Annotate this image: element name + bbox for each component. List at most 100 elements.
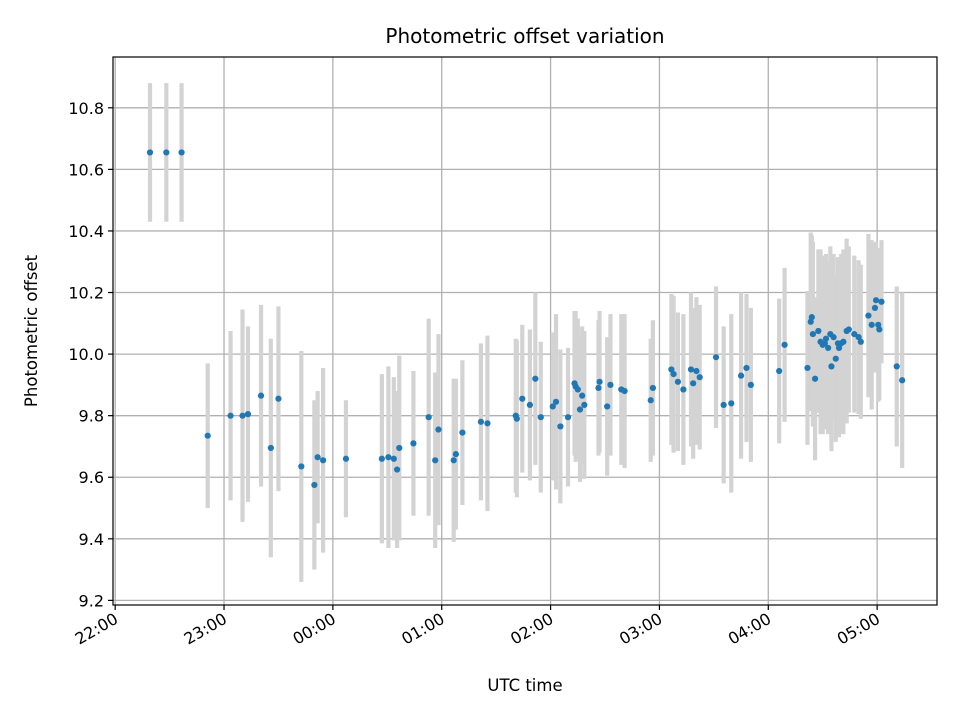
data-point [314, 454, 321, 461]
data-point [163, 149, 170, 156]
data-point [146, 149, 154, 156]
data-point [579, 392, 586, 399]
chart-title: Photometric offset variation [385, 24, 664, 48]
data-point [564, 414, 572, 421]
data-point [840, 338, 847, 345]
data-point [385, 454, 392, 461]
data-point [532, 375, 539, 382]
plot-frame [112, 56, 938, 606]
data-point [811, 375, 819, 382]
y-tick-label: 10.0 [68, 345, 104, 364]
data-point [204, 432, 211, 439]
data-point [239, 412, 246, 419]
data-point [872, 297, 880, 304]
data-point [378, 455, 385, 462]
data-point [311, 481, 318, 489]
data-point [845, 326, 852, 333]
data-point [743, 364, 750, 372]
data-point [574, 386, 581, 393]
data-point [342, 455, 350, 462]
data-point [670, 371, 677, 378]
data-point [275, 395, 282, 402]
data-point [267, 444, 274, 452]
data-point [868, 321, 875, 328]
data-point [396, 444, 403, 452]
data-point [822, 335, 830, 342]
data-point [452, 451, 459, 458]
data-point [595, 384, 602, 392]
data-point [737, 372, 745, 379]
data-point [519, 395, 526, 402]
data-point [596, 378, 603, 385]
data-point [432, 457, 439, 464]
data-point [865, 312, 872, 319]
data-point [557, 423, 564, 430]
data-point [809, 330, 817, 338]
data-point [680, 386, 687, 393]
data-point [552, 398, 560, 405]
data-point [435, 426, 442, 433]
data-point [696, 374, 703, 381]
data-point [607, 381, 614, 388]
y-axis-label: Photometric offset [22, 254, 41, 407]
data-point [832, 355, 839, 362]
data-point [899, 377, 906, 384]
data-point [227, 412, 234, 419]
y-tick-label: 10.6 [68, 160, 104, 179]
data-point [875, 321, 882, 328]
data-points [146, 149, 906, 489]
data-point [851, 330, 858, 338]
data-point [298, 463, 305, 470]
data-point [747, 381, 754, 388]
data-point [728, 400, 735, 407]
data-point [257, 392, 265, 399]
data-point [549, 403, 556, 410]
y-tick-label: 9.4 [79, 530, 104, 549]
y-tick-label: 10.2 [68, 284, 104, 303]
data-point [459, 429, 466, 436]
data-point [244, 411, 252, 418]
data-point [178, 149, 185, 156]
y-tick-label: 9.6 [79, 468, 104, 487]
data-point [425, 414, 432, 421]
y-tick-label: 10.4 [68, 222, 104, 241]
data-point [808, 314, 815, 321]
data-point [712, 354, 720, 361]
y-tick-label: 9.2 [79, 591, 104, 610]
data-point [893, 363, 900, 370]
data-point [649, 384, 656, 392]
data-point [776, 367, 783, 375]
x-axis-label: UTC time [487, 676, 562, 695]
data-point [807, 318, 814, 325]
data-point [821, 340, 828, 347]
data-point [871, 304, 879, 312]
data-point [319, 457, 327, 464]
data-point [394, 466, 401, 473]
data-point [815, 327, 822, 335]
y-axis-ticks: 9.2 9.4 9.6 9.8 10.0 10.2 10.4 10.6 10.8 [68, 99, 113, 610]
data-point [450, 457, 457, 464]
data-point [647, 397, 654, 404]
data-point [878, 298, 885, 305]
data-point [604, 403, 611, 410]
data-point [674, 378, 682, 385]
data-point [537, 414, 544, 421]
data-point [720, 401, 727, 408]
data-point [484, 420, 491, 427]
data-point [621, 387, 628, 395]
data-point [410, 440, 417, 447]
data-point [825, 344, 832, 352]
y-tick-label: 10.8 [68, 99, 104, 118]
data-point [390, 455, 397, 462]
data-point [876, 326, 883, 333]
plot-area [113, 57, 937, 605]
data-point [526, 401, 533, 408]
data-point [830, 334, 837, 341]
data-point [690, 380, 697, 387]
data-point [855, 334, 862, 341]
data-point [513, 415, 520, 422]
data-point [581, 401, 588, 408]
data-point [781, 341, 788, 348]
y-tick-label: 9.8 [79, 407, 104, 426]
